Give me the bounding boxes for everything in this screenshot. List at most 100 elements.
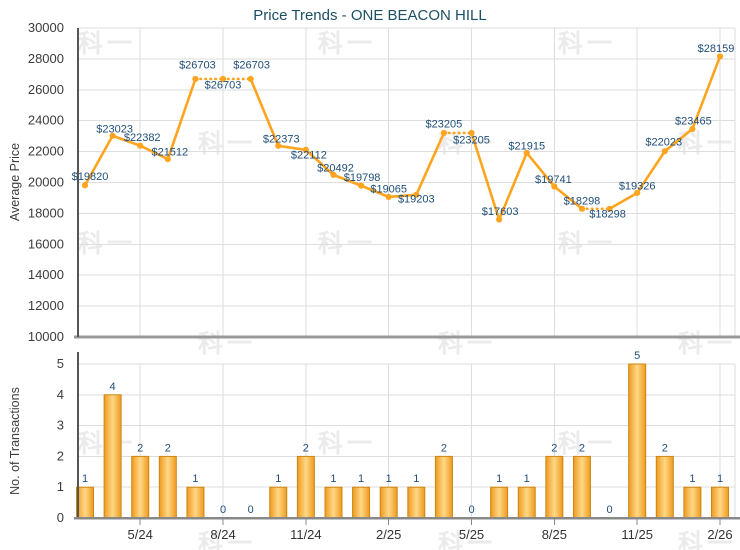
price-point[interactable] [247, 75, 254, 83]
transaction-bar[interactable] [269, 486, 288, 519]
price-point[interactable] [661, 148, 668, 155]
chart-title: Price Trends - ONE BEACON HILL [253, 7, 487, 24]
price-point[interactable] [551, 183, 558, 190]
price-point[interactable] [81, 182, 89, 189]
bar-value-label: 1 [358, 473, 364, 485]
price-point[interactable] [689, 125, 696, 133]
price-point-label: $18298 [564, 195, 601, 207]
price-point-label: $20492 [317, 162, 354, 174]
y-axis-title-average-price: Average Price [8, 142, 22, 222]
transaction-bar[interactable] [517, 486, 536, 519]
transaction-bar[interactable] [407, 486, 426, 519]
price-point-label: $23465 [675, 115, 712, 127]
transaction-bar[interactable] [158, 455, 177, 519]
price-point[interactable] [634, 189, 641, 197]
price-point-label: $21915 [508, 140, 545, 152]
watermark-text: 科一 [438, 330, 497, 358]
price-point[interactable] [413, 191, 420, 198]
price-point[interactable] [164, 156, 171, 163]
y-axis-tick-price: 12000 [28, 298, 64, 313]
transaction-bar[interactable] [379, 486, 398, 519]
y-axis-tick-transactions: 3 [57, 418, 64, 433]
transaction-bar[interactable] [352, 486, 371, 519]
transaction-bar[interactable] [296, 455, 315, 519]
price-point[interactable] [523, 149, 530, 157]
price-point-label: $22023 [645, 137, 682, 149]
y-axis-tick-price: 10000 [28, 329, 64, 344]
watermark-text: 科一 [318, 430, 377, 458]
bar-value-label: 1 [717, 473, 723, 485]
y-axis-tick-price: 18000 [28, 205, 64, 220]
transaction-bar[interactable] [76, 486, 94, 519]
y-axis-title-transactions: No. of Transactions [8, 387, 22, 495]
x-axis-tick-label: 2/25 [376, 527, 401, 542]
bar-value-label: 0 [468, 504, 474, 516]
price-point[interactable] [330, 171, 337, 178]
bar-value-label: 1 [275, 473, 281, 485]
bar-value-label: 1 [413, 473, 419, 485]
price-line-segment [663, 127, 694, 153]
bar-value-label: 1 [496, 473, 502, 485]
watermark-text: 科一 [558, 430, 617, 458]
bar-value-label: 2 [303, 442, 309, 454]
price-point[interactable] [440, 129, 448, 137]
price-point[interactable] [578, 205, 586, 212]
watermark-text: 科一 [678, 530, 737, 550]
bar-value-label: 1 [82, 473, 88, 485]
price-point-label: $28159 [698, 43, 735, 55]
transaction-bar[interactable] [131, 455, 150, 519]
price-point[interactable] [468, 129, 475, 137]
bar-value-label: 2 [579, 442, 585, 454]
x-axis-tick-label: 11/24 [290, 527, 322, 542]
price-point-label: $23205 [426, 118, 463, 130]
price-point[interactable] [109, 132, 116, 139]
transaction-bar[interactable] [545, 455, 564, 519]
y-axis-tick-price: 28000 [28, 51, 64, 66]
y-axis-tick-price: 16000 [28, 236, 64, 251]
bar-value-label: 1 [386, 473, 392, 485]
transaction-bar[interactable] [103, 394, 122, 519]
transaction-bar[interactable] [490, 486, 509, 519]
bar-value-label: 2 [137, 442, 143, 454]
x-axis-tick-label: 2/26 [707, 527, 732, 542]
price-line-segment [387, 193, 418, 199]
price-point[interactable] [192, 75, 199, 83]
price-line-segment [304, 148, 335, 177]
price-point-label: $26703 [233, 59, 270, 71]
price-point-label: $22373 [263, 133, 300, 145]
price-point[interactable] [496, 216, 503, 223]
watermark-text: 科一 [438, 530, 497, 550]
bar-value-label: 1 [524, 473, 530, 485]
transaction-bar[interactable] [324, 486, 343, 519]
price-point-label: $26703 [205, 79, 242, 91]
watermark-text: 科一 [198, 130, 257, 158]
price-point-label: $17603 [482, 206, 519, 218]
transaction-bar[interactable] [655, 455, 674, 519]
price-line-segment [525, 151, 556, 188]
price-line-segment [332, 173, 363, 187]
y-axis-tick-transactions: 4 [57, 387, 64, 402]
price-line-segment [608, 191, 639, 211]
transaction-bar[interactable] [186, 486, 205, 519]
price-point[interactable] [275, 142, 282, 149]
transaction-bar[interactable] [628, 363, 647, 519]
price-point[interactable] [302, 146, 309, 153]
bar-value-label: 4 [110, 381, 116, 393]
watermark-text: 科一 [198, 530, 257, 550]
bar-value-label: 1 [330, 473, 336, 485]
bar-value-label: 0 [248, 504, 254, 516]
transaction-bar[interactable] [572, 455, 591, 519]
transaction-bar[interactable] [434, 455, 453, 519]
price-point[interactable] [357, 182, 365, 189]
price-point[interactable] [219, 75, 227, 83]
price-point[interactable] [606, 205, 613, 212]
price-point[interactable] [716, 53, 724, 60]
price-point[interactable] [137, 142, 144, 149]
price-line-segment [111, 134, 142, 147]
transaction-bar[interactable] [683, 486, 702, 519]
price-point-label: $26703 [179, 59, 216, 71]
price-point[interactable] [385, 193, 392, 201]
y-axis-tick-price: 30000 [28, 20, 64, 35]
transaction-bar[interactable] [711, 486, 729, 519]
price-point-label: $19798 [344, 172, 381, 184]
